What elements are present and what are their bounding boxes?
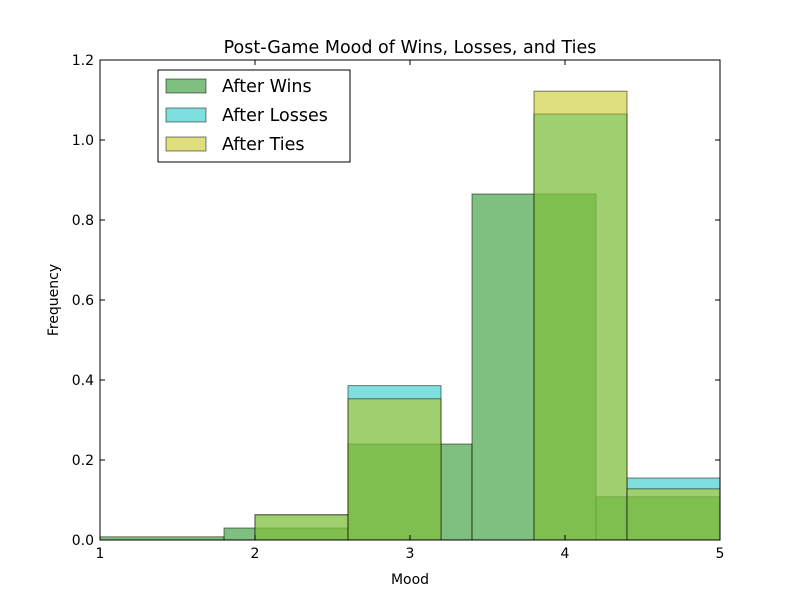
legend-swatch [165, 107, 207, 123]
y-tick-label: 0.0 [72, 533, 94, 549]
y-tick-label: 1.0 [72, 133, 94, 149]
bar-series-2-bin-3 [533, 90, 628, 541]
y-tick-label: 1.2 [72, 53, 94, 69]
x-axis-label: Mood [391, 572, 429, 588]
y-tick-label: 0.4 [72, 373, 94, 389]
legend-label: After Losses [222, 106, 328, 126]
x-tick-label: 2 [251, 546, 260, 562]
legend-label: After Wins [222, 77, 312, 97]
y-tick-label: 0.8 [72, 213, 94, 229]
bar-series-2-bin-1 [347, 398, 442, 541]
y-tick-label: 0.6 [72, 293, 94, 309]
legend-label: After Ties [222, 135, 304, 155]
x-tick-label: 5 [716, 546, 725, 562]
y-tick-label: 0.2 [72, 453, 94, 469]
chart-title: Post-Game Mood of Wins, Losses, and Ties [224, 38, 597, 58]
axis-ticks: 1 2 3 4 5 0.0 0.2 0.4 0.6 0.8 1.0 1.2 [72, 53, 725, 562]
x-tick-label: 1 [96, 546, 105, 562]
bar-series-2-bin-4 [626, 488, 721, 541]
legend: After Wins After Losses After Ties [157, 69, 351, 163]
bars-layer [99, 90, 721, 541]
bar-series-2-bin-0 [254, 514, 349, 541]
x-tick-label: 3 [406, 546, 415, 562]
legend-swatch [165, 136, 207, 152]
y-axis-label: Frequency [46, 264, 62, 336]
legend-swatch [165, 78, 207, 94]
x-tick-label: 4 [561, 546, 570, 562]
